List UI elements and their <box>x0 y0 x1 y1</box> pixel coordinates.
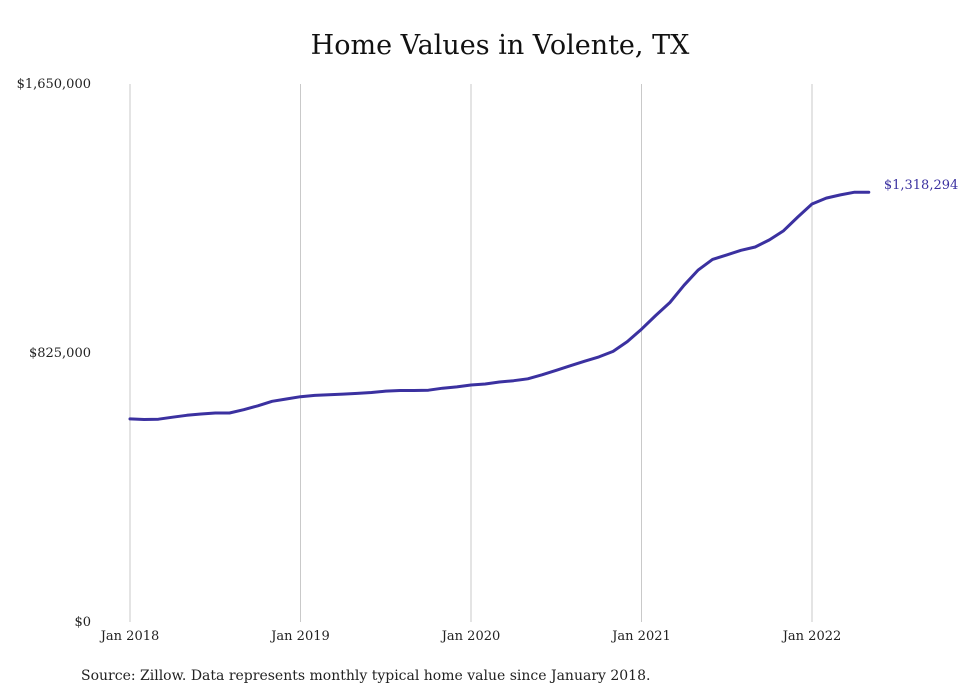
chart-title: Home Values in Volente, TX <box>310 30 690 61</box>
end-value-label: $1,318,294 <box>884 178 958 193</box>
home-value-line <box>128 190 871 421</box>
y-tick-label: $1,650,000 <box>17 77 91 92</box>
y-tick-label: $0 <box>74 615 91 630</box>
x-tick-label: Jan 2020 <box>440 629 501 644</box>
y-tick-label: $825,000 <box>29 346 91 361</box>
x-tick-label: Jan 2018 <box>99 629 160 644</box>
source-note: Source: Zillow. Data represents monthly … <box>81 668 651 684</box>
x-tick-label: Jan 2022 <box>781 629 842 644</box>
x-tick-label: Jan 2021 <box>610 629 671 644</box>
x-tick-label: Jan 2019 <box>269 629 330 644</box>
